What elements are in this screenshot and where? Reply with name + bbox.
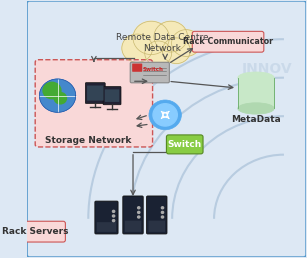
Text: Rack Communicator: Rack Communicator (183, 37, 273, 46)
Circle shape (112, 220, 115, 222)
Text: Switch: Switch (142, 67, 163, 72)
FancyBboxPatch shape (146, 196, 167, 234)
FancyBboxPatch shape (125, 221, 141, 232)
Circle shape (39, 79, 76, 112)
FancyBboxPatch shape (130, 62, 169, 83)
Bar (238, 78, 274, 108)
FancyBboxPatch shape (85, 83, 105, 103)
FancyBboxPatch shape (105, 89, 119, 102)
Ellipse shape (238, 72, 274, 83)
Text: Switch: Switch (168, 140, 202, 149)
FancyBboxPatch shape (192, 31, 264, 52)
Text: Rack Servers: Rack Servers (2, 227, 68, 236)
FancyBboxPatch shape (5, 221, 65, 242)
Text: Storage Network: Storage Network (45, 136, 131, 145)
FancyBboxPatch shape (97, 222, 116, 232)
FancyBboxPatch shape (103, 86, 121, 105)
Text: INNOV: INNOV (242, 62, 293, 76)
Circle shape (138, 207, 140, 209)
Circle shape (133, 21, 169, 55)
Circle shape (154, 21, 188, 52)
Circle shape (138, 211, 140, 213)
FancyBboxPatch shape (132, 63, 142, 72)
Circle shape (145, 41, 172, 66)
Circle shape (161, 211, 164, 213)
Ellipse shape (238, 103, 274, 114)
Circle shape (161, 207, 164, 209)
FancyBboxPatch shape (35, 60, 153, 147)
Circle shape (112, 215, 115, 217)
Circle shape (122, 34, 153, 62)
FancyBboxPatch shape (123, 196, 143, 234)
Circle shape (172, 30, 201, 57)
FancyBboxPatch shape (95, 201, 118, 234)
Text: Remote Data Centre
Network: Remote Data Centre Network (116, 33, 209, 53)
Circle shape (153, 104, 177, 126)
FancyBboxPatch shape (87, 85, 103, 101)
Circle shape (161, 216, 164, 218)
FancyBboxPatch shape (27, 1, 306, 257)
Circle shape (54, 93, 67, 104)
Circle shape (112, 210, 115, 212)
Text: MetaData: MetaData (231, 115, 281, 124)
Circle shape (162, 38, 190, 63)
Circle shape (43, 82, 61, 99)
Circle shape (149, 100, 181, 130)
FancyBboxPatch shape (149, 221, 165, 232)
FancyBboxPatch shape (166, 135, 203, 154)
Circle shape (138, 216, 140, 218)
